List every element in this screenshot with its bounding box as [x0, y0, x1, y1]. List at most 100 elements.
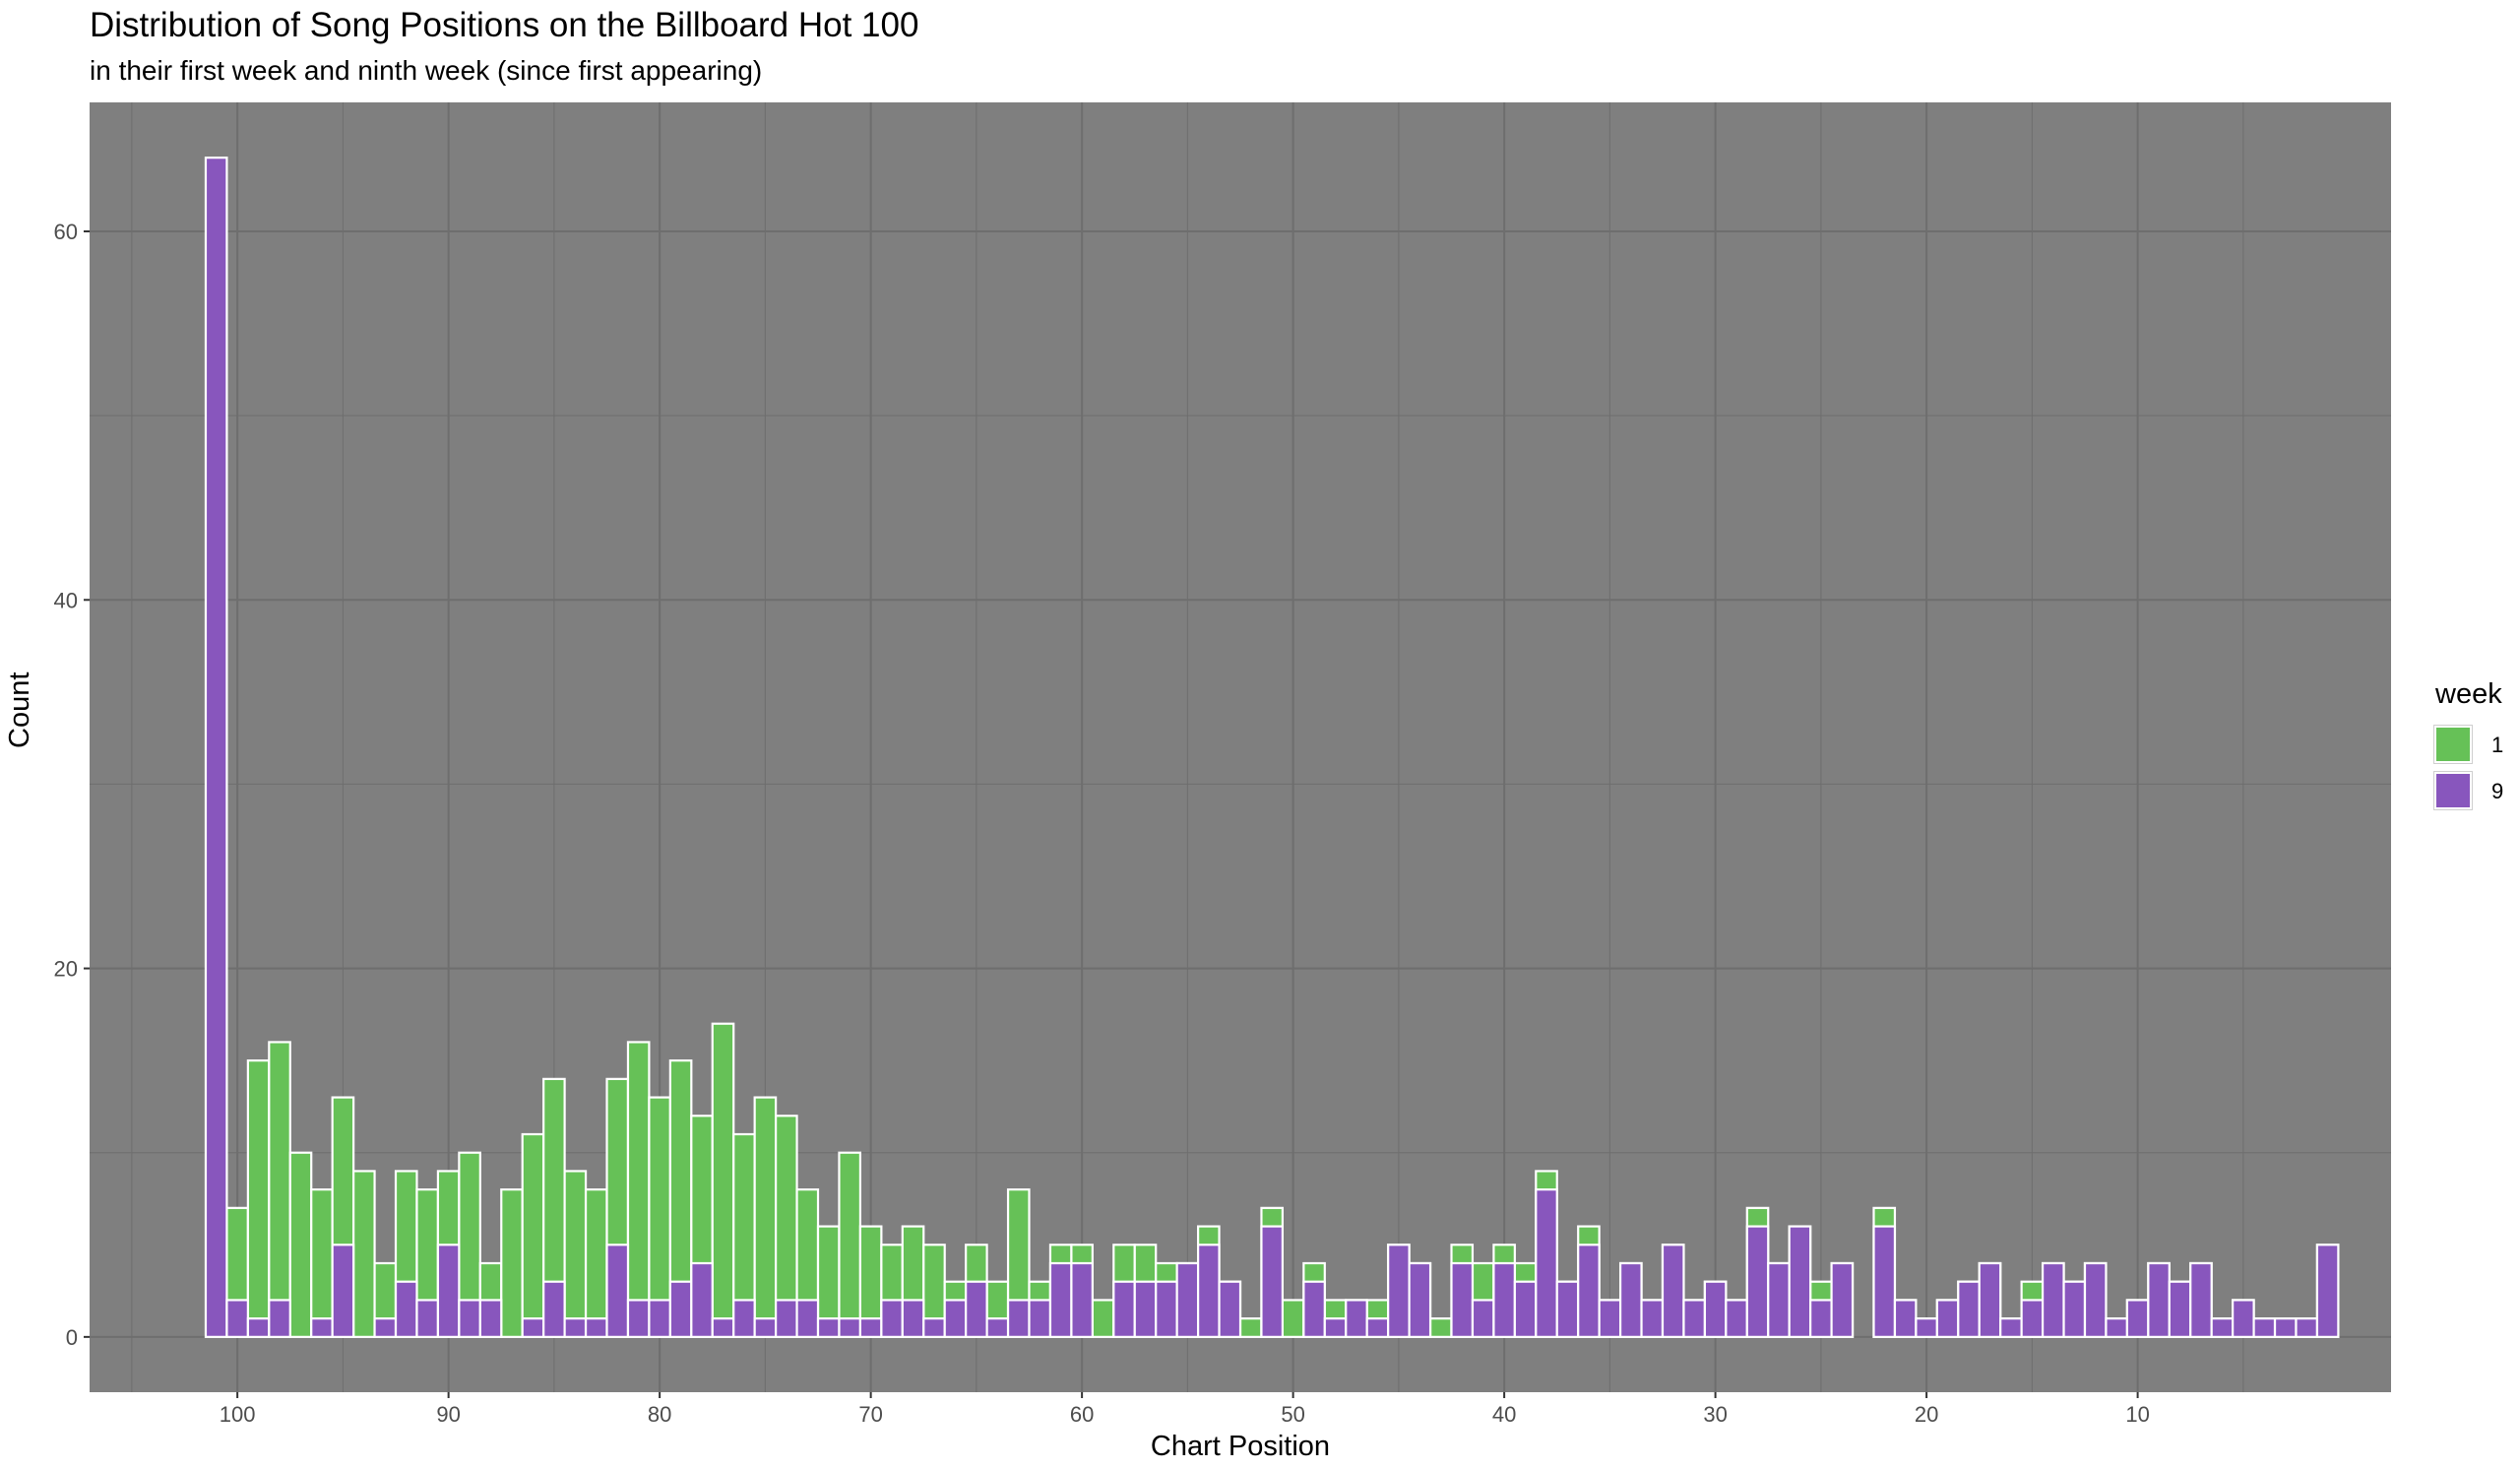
- bar-week-9-pos-100: [225, 1299, 249, 1338]
- bar-week-9-pos-17: [1978, 1261, 2002, 1338]
- bar-week-9-pos-47: [1345, 1299, 1368, 1338]
- bar-week-9-pos-82: [605, 1244, 630, 1338]
- bar-week-9-pos-86: [521, 1317, 545, 1338]
- bar-week-9-pos-16: [1999, 1317, 2023, 1338]
- bar-week-9-pos-62: [1028, 1299, 1052, 1338]
- bar-week-9-pos-11: [2105, 1317, 2128, 1338]
- bar-week-9-pos-69: [880, 1299, 904, 1338]
- week-9-bars: [204, 157, 2340, 1338]
- legend-label-week-1: 1: [2491, 733, 2504, 757]
- legend-item-week-1: 1: [2433, 725, 2518, 768]
- bar-week-9-pos-10: [2125, 1299, 2150, 1338]
- x-tick-label: 60: [1070, 1402, 1094, 1427]
- grid-major: [90, 102, 2391, 1392]
- bar-week-9-pos-55: [1175, 1261, 1200, 1338]
- bar-week-9-pos-21: [1893, 1299, 1918, 1338]
- bar-week-9-pos-79: [668, 1280, 693, 1338]
- x-tick-label: 30: [1703, 1402, 1727, 1427]
- bar-week-9-pos-15: [2020, 1299, 2045, 1338]
- bar-week-9-pos-28: [1745, 1225, 1770, 1338]
- bar-week-9-pos-92: [394, 1280, 418, 1338]
- legend-label-week-9: 9: [2491, 779, 2504, 803]
- bar-week-9-pos-80: [648, 1299, 671, 1338]
- bar-week-9-pos-2: [2295, 1317, 2319, 1338]
- bar-week-9-pos-78: [690, 1261, 714, 1338]
- bar-week-9-pos-38: [1535, 1188, 1558, 1338]
- bar-week-9-pos-70: [858, 1317, 883, 1338]
- chart-title: Distribution of Song Positions on the Bi…: [90, 6, 919, 44]
- bar-week-9-pos-58: [1112, 1280, 1136, 1338]
- bar-week-1-pos-81: [626, 1041, 651, 1338]
- bar-week-9-pos-9: [2147, 1261, 2171, 1338]
- bar-week-9-pos-35: [1598, 1299, 1622, 1338]
- bar-week-1-pos-71: [838, 1151, 862, 1338]
- bar-week-9-pos-46: [1365, 1317, 1390, 1338]
- bar-week-9-pos-88: [478, 1299, 503, 1338]
- bar-week-9-pos-93: [373, 1317, 398, 1338]
- bar-week-9-pos-18: [1957, 1280, 1981, 1338]
- bar-week-9-pos-25: [1809, 1299, 1833, 1338]
- bar-week-9-pos-53: [1218, 1280, 1242, 1338]
- bar-week-1-pos-97: [288, 1151, 313, 1338]
- bar-week-1-pos-43: [1428, 1317, 1453, 1338]
- bar-week-9-pos-6: [2210, 1317, 2235, 1338]
- bar-week-9-pos-32: [1661, 1244, 1685, 1338]
- x-tick-label: 50: [1281, 1402, 1304, 1427]
- bar-week-9-pos-101: [204, 157, 228, 1338]
- bar-week-9-pos-73: [795, 1299, 820, 1338]
- bar-week-9-pos-84: [563, 1317, 588, 1338]
- bar-week-9-pos-67: [922, 1317, 946, 1338]
- bar-week-9-pos-63: [1006, 1299, 1031, 1338]
- bar-week-9-pos-20: [1915, 1317, 1938, 1338]
- bar-week-9-pos-72: [816, 1317, 841, 1338]
- bar-week-9-pos-76: [732, 1299, 756, 1338]
- bar-week-9-pos-5: [2232, 1299, 2255, 1338]
- bar-week-9-pos-89: [458, 1299, 481, 1338]
- x-tick-label: 20: [1915, 1402, 1938, 1427]
- bar-week-9-pos-37: [1555, 1280, 1580, 1338]
- bar-week-1-pos-84: [563, 1170, 588, 1338]
- bar-week-9-pos-54: [1197, 1244, 1221, 1338]
- bar-week-9-pos-77: [711, 1317, 735, 1338]
- bar-week-1-pos-99: [246, 1059, 271, 1338]
- bar-week-9-pos-24: [1830, 1261, 1855, 1338]
- bar-week-1-pos-59: [1091, 1299, 1115, 1338]
- y-tick-label: 20: [54, 957, 78, 982]
- bar-week-9-pos-45: [1387, 1244, 1411, 1338]
- bar-week-9-pos-19: [1935, 1299, 1960, 1338]
- bar-week-1-pos-77: [711, 1022, 735, 1338]
- bar-week-9-pos-68: [901, 1299, 925, 1338]
- bar-week-9-pos-30: [1703, 1280, 1728, 1338]
- bar-week-1-pos-52: [1238, 1317, 1263, 1338]
- bar-week-9-pos-57: [1133, 1280, 1158, 1338]
- bar-week-9-pos-41: [1471, 1299, 1495, 1338]
- x-tick-label: 40: [1492, 1402, 1516, 1427]
- bar-week-9-pos-42: [1450, 1261, 1475, 1338]
- bar-week-9-pos-71: [838, 1317, 862, 1338]
- bar-week-9-pos-85: [542, 1280, 566, 1338]
- bar-week-9-pos-7: [2189, 1261, 2213, 1338]
- bar-week-9-pos-61: [1048, 1261, 1073, 1338]
- bar-week-1-pos-87: [500, 1188, 524, 1338]
- bar-week-9-pos-36: [1577, 1244, 1601, 1338]
- bar-week-9-pos-22: [1872, 1225, 1897, 1338]
- bar-week-9-pos-1: [2315, 1244, 2340, 1338]
- x-tick-label: 70: [858, 1402, 882, 1427]
- y-axis-label: Count: [4, 671, 35, 748]
- bar-week-9-pos-44: [1408, 1261, 1432, 1338]
- bar-week-9-pos-3: [2273, 1317, 2298, 1338]
- bar-week-1-pos-50: [1281, 1299, 1305, 1338]
- y-tick-label: 0: [66, 1325, 78, 1350]
- bar-week-9-pos-8: [2168, 1280, 2192, 1338]
- bar-week-9-pos-83: [584, 1317, 608, 1338]
- bar-week-9-pos-65: [965, 1280, 988, 1338]
- bar-week-9-pos-49: [1302, 1280, 1326, 1338]
- bar-week-9-pos-98: [268, 1299, 291, 1338]
- bar-week-1-pos-98: [268, 1041, 291, 1338]
- bar-week-9-pos-51: [1260, 1225, 1284, 1338]
- bar-week-9-pos-40: [1492, 1261, 1516, 1338]
- bar-week-9-pos-26: [1788, 1225, 1812, 1338]
- bar-week-1-pos-96: [310, 1188, 334, 1338]
- legend-title: week: [2435, 678, 2502, 710]
